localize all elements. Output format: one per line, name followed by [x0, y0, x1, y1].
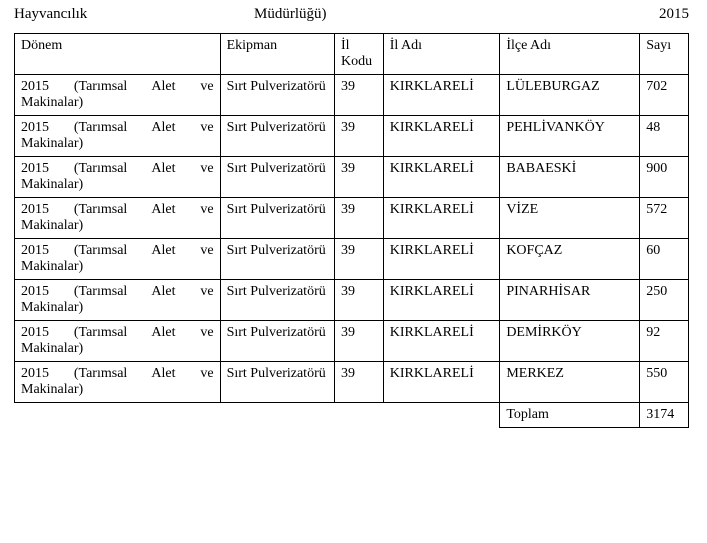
cell-iladi: KIRKLARELİ	[383, 116, 500, 157]
cell-ilkodu: 39	[335, 198, 384, 239]
cell-ilkodu: 39	[335, 280, 384, 321]
cell-sayi: 572	[640, 198, 689, 239]
cell-donem: 2015 (Tarımsal Alet ve Makinalar)	[15, 198, 221, 239]
cell-ilce: PEHLİVANKÖY	[500, 116, 640, 157]
page: Hayvancılık Müdürlüğü) 2015 Dönem Ekipma…	[0, 0, 707, 543]
total-value: 3174	[640, 403, 689, 428]
cell-iladi: KIRKLARELİ	[383, 280, 500, 321]
cell-ekipman: Sırt Pulverizatörü	[220, 321, 334, 362]
table-row: 2015 (Tarımsal Alet ve Makinalar) Sırt P…	[15, 362, 689, 403]
cell-sayi: 250	[640, 280, 689, 321]
cell-ilce: DEMİRKÖY	[500, 321, 640, 362]
cell-ilkodu: 39	[335, 239, 384, 280]
cell-donem: 2015 (Tarımsal Alet ve Makinalar)	[15, 116, 221, 157]
header-right-text: 2015	[564, 6, 689, 23]
cell-ilkodu: 39	[335, 116, 384, 157]
data-table: Dönem Ekipman İl Kodu İl Adı İlçe Adı Sa…	[14, 33, 689, 428]
col-header-iladi: İl Adı	[383, 34, 500, 75]
cell-sayi: 550	[640, 362, 689, 403]
total-blank	[15, 403, 221, 428]
table-row: 2015 (Tarımsal Alet ve Makinalar) Sırt P…	[15, 280, 689, 321]
cell-ilce: MERKEZ	[500, 362, 640, 403]
col-header-ilkodu: İl Kodu	[335, 34, 384, 75]
header-left-text: Hayvancılık	[14, 6, 254, 23]
cell-ilce: VİZE	[500, 198, 640, 239]
cell-ekipman: Sırt Pulverizatörü	[220, 116, 334, 157]
header-mid-text: Müdürlüğü)	[254, 6, 564, 23]
cell-sayi: 92	[640, 321, 689, 362]
cell-iladi: KIRKLARELİ	[383, 321, 500, 362]
table-row: 2015 (Tarımsal Alet ve Makinalar) Sırt P…	[15, 116, 689, 157]
col-header-sayi: Sayı	[640, 34, 689, 75]
cell-sayi: 60	[640, 239, 689, 280]
cell-ilkodu: 39	[335, 75, 384, 116]
cell-ekipman: Sırt Pulverizatörü	[220, 239, 334, 280]
header-line: Hayvancılık Müdürlüğü) 2015	[14, 6, 689, 23]
total-blank	[220, 403, 334, 428]
cell-ilkodu: 39	[335, 321, 384, 362]
total-label: Toplam	[500, 403, 640, 428]
cell-ilkodu: 39	[335, 362, 384, 403]
table-row: 2015 (Tarımsal Alet ve Makinalar) Sırt P…	[15, 157, 689, 198]
cell-donem: 2015 (Tarımsal Alet ve Makinalar)	[15, 362, 221, 403]
cell-donem: 2015 (Tarımsal Alet ve Makinalar)	[15, 75, 221, 116]
col-header-donem: Dönem	[15, 34, 221, 75]
cell-donem: 2015 (Tarımsal Alet ve Makinalar)	[15, 280, 221, 321]
cell-ilce: PINARHİSAR	[500, 280, 640, 321]
cell-ekipman: Sırt Pulverizatörü	[220, 362, 334, 403]
cell-iladi: KIRKLARELİ	[383, 198, 500, 239]
cell-ilce: LÜLEBURGAZ	[500, 75, 640, 116]
cell-sayi: 900	[640, 157, 689, 198]
total-blank	[335, 403, 384, 428]
cell-iladi: KIRKLARELİ	[383, 362, 500, 403]
cell-donem: 2015 (Tarımsal Alet ve Makinalar)	[15, 239, 221, 280]
table-header-row: Dönem Ekipman İl Kodu İl Adı İlçe Adı Sa…	[15, 34, 689, 75]
col-header-ilceadi: İlçe Adı	[500, 34, 640, 75]
cell-ilkodu: 39	[335, 157, 384, 198]
cell-iladi: KIRKLARELİ	[383, 157, 500, 198]
table-row: 2015 (Tarımsal Alet ve Makinalar) Sırt P…	[15, 198, 689, 239]
total-blank	[383, 403, 500, 428]
cell-ilce: BABAESKİ	[500, 157, 640, 198]
cell-iladi: KIRKLARELİ	[383, 239, 500, 280]
cell-sayi: 702	[640, 75, 689, 116]
cell-ilce: KOFÇAZ	[500, 239, 640, 280]
table-row: 2015 (Tarımsal Alet ve Makinalar) Sırt P…	[15, 321, 689, 362]
table-body: 2015 (Tarımsal Alet ve Makinalar) Sırt P…	[15, 75, 689, 428]
cell-donem: 2015 (Tarımsal Alet ve Makinalar)	[15, 321, 221, 362]
cell-ekipman: Sırt Pulverizatörü	[220, 75, 334, 116]
table-row: 2015 (Tarımsal Alet ve Makinalar) Sırt P…	[15, 75, 689, 116]
cell-iladi: KIRKLARELİ	[383, 75, 500, 116]
table-row: 2015 (Tarımsal Alet ve Makinalar) Sırt P…	[15, 239, 689, 280]
cell-sayi: 48	[640, 116, 689, 157]
cell-donem: 2015 (Tarımsal Alet ve Makinalar)	[15, 157, 221, 198]
table-total-row: Toplam 3174	[15, 403, 689, 428]
col-header-ekipman: Ekipman	[220, 34, 334, 75]
cell-ekipman: Sırt Pulverizatörü	[220, 280, 334, 321]
cell-ekipman: Sırt Pulverizatörü	[220, 157, 334, 198]
cell-ekipman: Sırt Pulverizatörü	[220, 198, 334, 239]
